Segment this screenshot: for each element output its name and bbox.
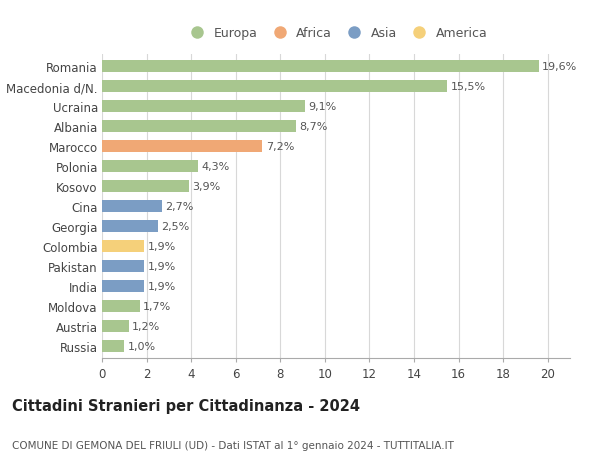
Bar <box>102 260 145 273</box>
Text: 1,9%: 1,9% <box>148 281 176 291</box>
Text: 1,9%: 1,9% <box>148 261 176 271</box>
Bar <box>102 121 296 133</box>
Text: 2,7%: 2,7% <box>166 202 194 212</box>
Text: 1,7%: 1,7% <box>143 301 172 311</box>
Text: 2,5%: 2,5% <box>161 222 190 231</box>
Text: 1,9%: 1,9% <box>148 241 176 252</box>
Text: COMUNE DI GEMONA DEL FRIULI (UD) - Dati ISTAT al 1° gennaio 2024 - TUTTITALIA.IT: COMUNE DI GEMONA DEL FRIULI (UD) - Dati … <box>12 440 454 450</box>
Bar <box>102 320 129 332</box>
Bar <box>102 180 189 193</box>
Bar <box>102 61 539 73</box>
Legend: Europa, Africa, Asia, America: Europa, Africa, Asia, America <box>179 22 493 45</box>
Text: 1,0%: 1,0% <box>128 341 156 351</box>
Text: Cittadini Stranieri per Cittadinanza - 2024: Cittadini Stranieri per Cittadinanza - 2… <box>12 398 360 413</box>
Bar <box>102 340 124 352</box>
Text: 3,9%: 3,9% <box>192 182 221 191</box>
Text: 1,2%: 1,2% <box>132 321 160 331</box>
Bar <box>102 240 145 252</box>
Bar <box>102 220 158 233</box>
Bar <box>102 161 198 173</box>
Text: 19,6%: 19,6% <box>542 62 577 72</box>
Bar <box>102 201 162 213</box>
Bar <box>102 81 448 93</box>
Text: 15,5%: 15,5% <box>451 82 486 92</box>
Text: 7,2%: 7,2% <box>266 142 294 152</box>
Bar <box>102 101 305 113</box>
Text: 8,7%: 8,7% <box>299 122 328 132</box>
Text: 4,3%: 4,3% <box>201 162 229 172</box>
Bar <box>102 280 145 292</box>
Bar <box>102 140 262 153</box>
Bar <box>102 300 140 313</box>
Text: 9,1%: 9,1% <box>308 102 337 112</box>
